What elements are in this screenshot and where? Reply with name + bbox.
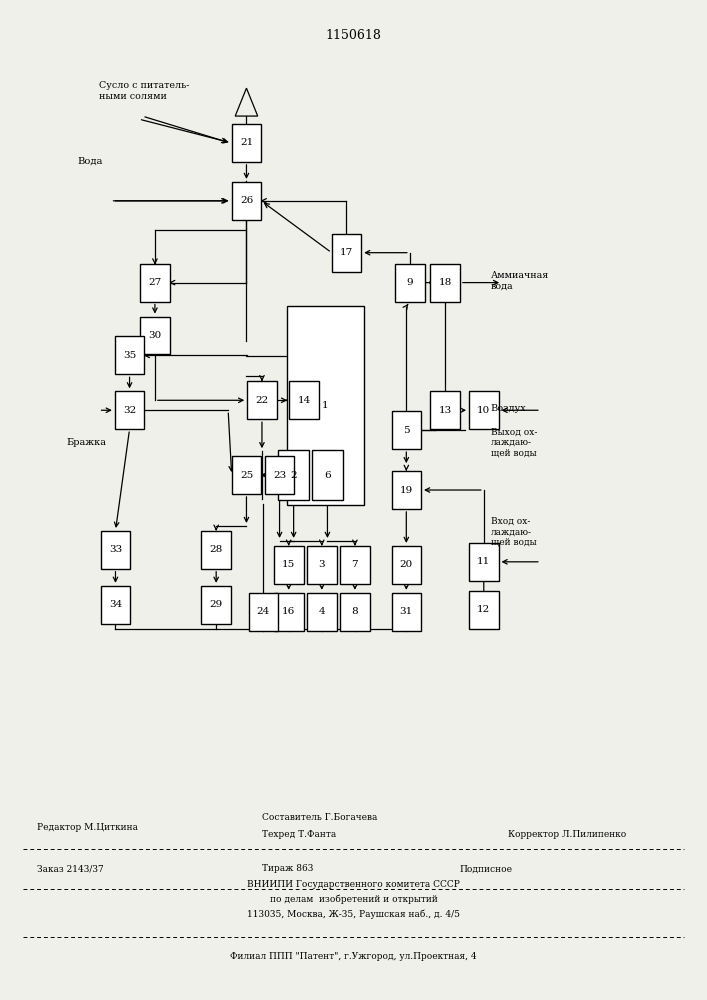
- Text: Техред Т.Фанта: Техред Т.Фанта: [262, 830, 337, 839]
- Bar: [274, 593, 303, 631]
- Text: 20: 20: [399, 560, 413, 569]
- Text: 113035, Москва, Ж-35, Раушская наб., д. 4/5: 113035, Москва, Ж-35, Раушская наб., д. …: [247, 909, 460, 919]
- Bar: [232, 456, 262, 494]
- Bar: [249, 593, 278, 631]
- Bar: [392, 593, 421, 631]
- Bar: [201, 586, 231, 624]
- Text: Вода: Вода: [78, 156, 103, 165]
- Text: 2: 2: [291, 471, 297, 480]
- Text: по делам  изобретений и открытий: по делам изобретений и открытий: [269, 894, 438, 904]
- Text: Корректор Л.Пилипенко: Корректор Л.Пилипенко: [508, 830, 626, 839]
- Text: Сусло с питатель-
ными солями: Сусло с питатель- ными солями: [98, 81, 189, 101]
- Text: 21: 21: [240, 138, 253, 147]
- Text: 31: 31: [399, 607, 413, 616]
- Text: 22: 22: [255, 396, 269, 405]
- Text: 9: 9: [407, 278, 413, 287]
- Text: 4: 4: [318, 607, 325, 616]
- Text: Бражка: Бражка: [66, 438, 106, 447]
- Bar: [469, 591, 498, 629]
- Bar: [115, 336, 144, 374]
- Text: 7: 7: [351, 560, 358, 569]
- Bar: [289, 381, 319, 419]
- Bar: [340, 593, 370, 631]
- Bar: [307, 593, 337, 631]
- Text: 24: 24: [257, 607, 270, 616]
- Text: Составитель Г.Богачева: Составитель Г.Богачева: [262, 813, 378, 822]
- Bar: [332, 234, 361, 272]
- Text: Тираж 863: Тираж 863: [262, 864, 313, 873]
- Text: ВНИИПИ Государственного комитета СССР: ВНИИПИ Государственного комитета СССР: [247, 880, 460, 889]
- Bar: [286, 306, 364, 505]
- Text: 35: 35: [123, 351, 136, 360]
- Bar: [312, 450, 344, 500]
- Bar: [431, 391, 460, 429]
- Text: 30: 30: [148, 331, 161, 340]
- Bar: [201, 531, 231, 569]
- Bar: [232, 182, 262, 220]
- Text: 34: 34: [109, 600, 122, 609]
- Bar: [140, 317, 170, 354]
- Text: 27: 27: [148, 278, 161, 287]
- Bar: [274, 546, 303, 584]
- Text: Аммиачная
вода: Аммиачная вода: [491, 271, 549, 290]
- Text: Вход ох-
лаждаю-
щей воды: Вход ох- лаждаю- щей воды: [491, 517, 537, 547]
- Text: 26: 26: [240, 196, 253, 205]
- Text: 33: 33: [109, 545, 122, 554]
- Text: 14: 14: [298, 396, 311, 405]
- Text: Редактор М.Циткина: Редактор М.Циткина: [37, 823, 138, 832]
- Bar: [140, 264, 170, 302]
- Bar: [469, 391, 498, 429]
- Bar: [431, 264, 460, 302]
- Bar: [247, 381, 276, 419]
- Bar: [392, 546, 421, 584]
- Bar: [278, 450, 310, 500]
- Text: Подписное: Подписное: [459, 864, 512, 873]
- Text: 3: 3: [318, 560, 325, 569]
- Text: 23: 23: [273, 471, 286, 480]
- Text: 18: 18: [438, 278, 452, 287]
- Bar: [395, 264, 425, 302]
- Text: 28: 28: [209, 545, 223, 554]
- Bar: [392, 411, 421, 449]
- Text: Выход ох-
лаждаю-
щей воды: Выход ох- лаждаю- щей воды: [491, 427, 537, 457]
- Bar: [469, 543, 498, 581]
- Text: Заказ 2143/37: Заказ 2143/37: [37, 864, 103, 873]
- Bar: [100, 531, 130, 569]
- Bar: [340, 546, 370, 584]
- Text: 8: 8: [351, 607, 358, 616]
- Text: 5: 5: [403, 426, 409, 435]
- Bar: [100, 586, 130, 624]
- Text: 25: 25: [240, 471, 253, 480]
- Text: Воздух: Воздух: [491, 404, 527, 413]
- Text: 1150618: 1150618: [325, 29, 382, 42]
- Text: 12: 12: [477, 605, 491, 614]
- Text: 15: 15: [282, 560, 296, 569]
- Text: 16: 16: [282, 607, 296, 616]
- Text: 19: 19: [399, 486, 413, 495]
- Text: Филиал ППП "Патент", г.Ужгород, ул.Проектная, 4: Филиал ППП "Патент", г.Ужгород, ул.Проек…: [230, 952, 477, 961]
- Text: 11: 11: [477, 557, 491, 566]
- Text: 10: 10: [477, 406, 491, 415]
- Bar: [264, 456, 294, 494]
- Text: 29: 29: [209, 600, 223, 609]
- Text: 17: 17: [340, 248, 353, 257]
- Bar: [392, 471, 421, 509]
- Text: 32: 32: [123, 406, 136, 415]
- Bar: [232, 124, 262, 162]
- Text: 6: 6: [324, 471, 331, 480]
- Text: 1: 1: [322, 401, 329, 410]
- Bar: [115, 391, 144, 429]
- Text: 13: 13: [438, 406, 452, 415]
- Bar: [307, 546, 337, 584]
